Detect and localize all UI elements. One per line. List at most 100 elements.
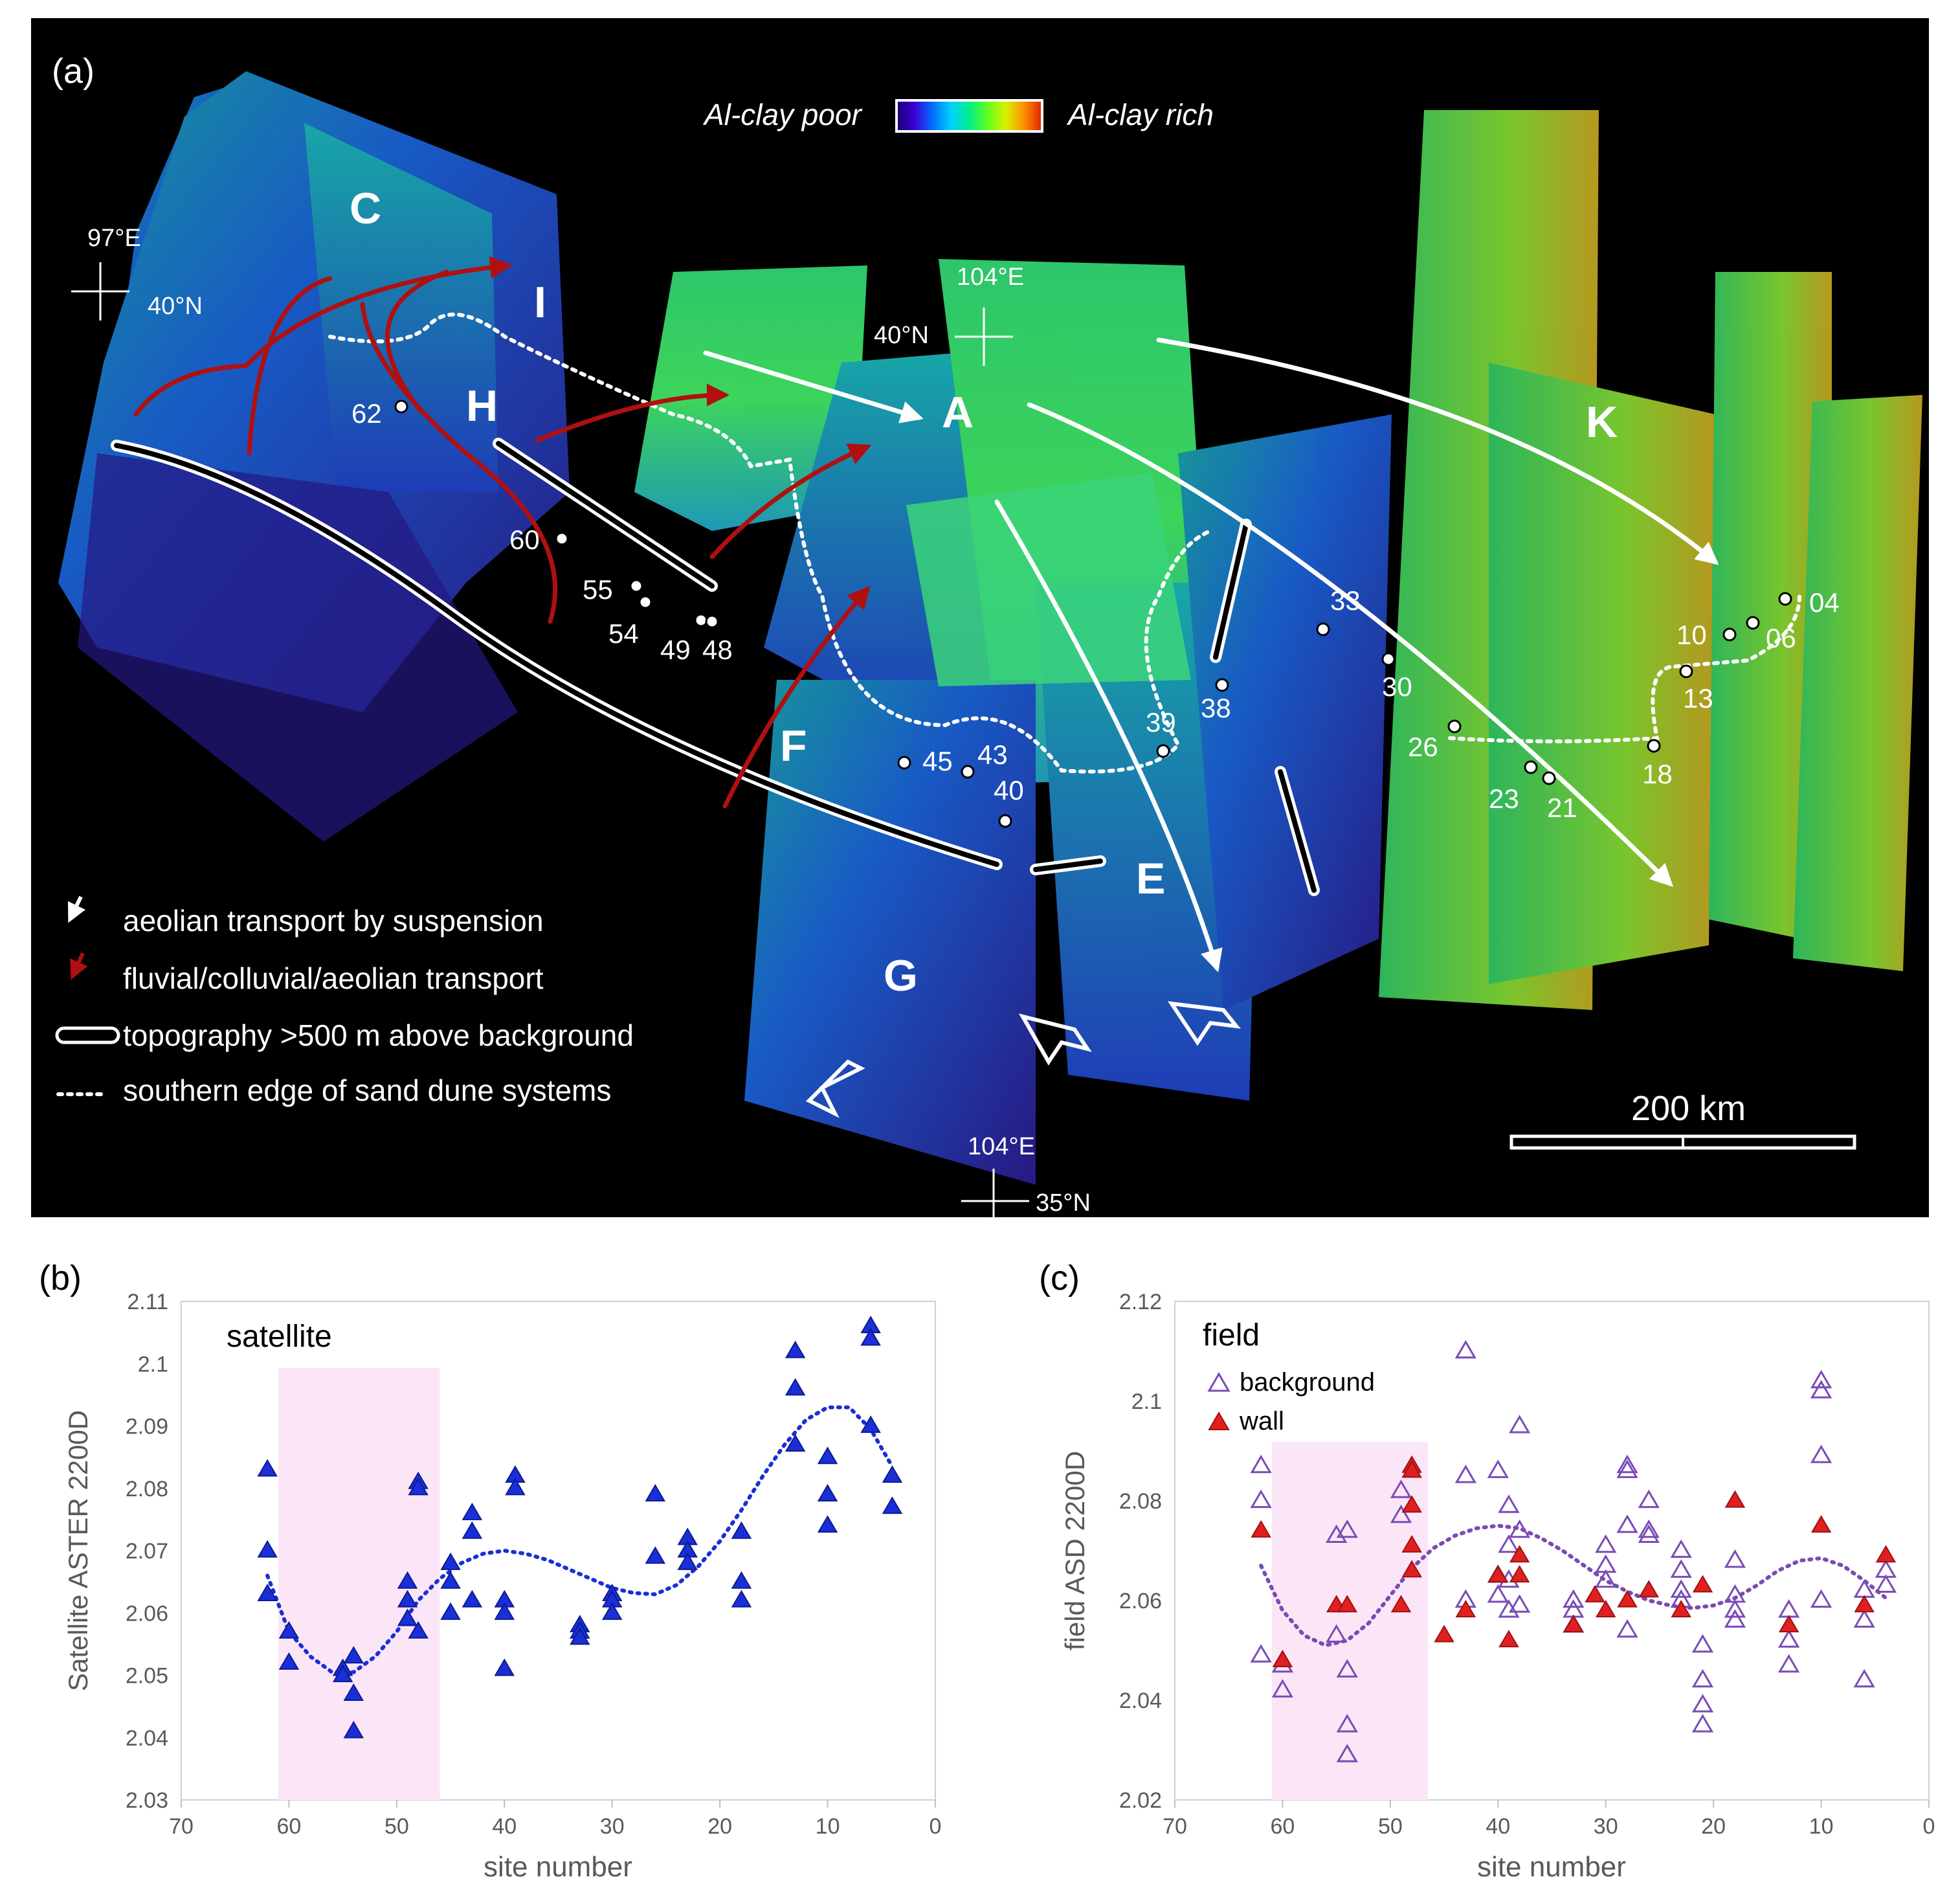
legend-item-wall: wall [1208, 1407, 1284, 1435]
data-point-wall [1509, 1565, 1530, 1583]
site-marker: 39 [1146, 707, 1176, 758]
data-point-background [1498, 1534, 1520, 1553]
data-point-background [1691, 1669, 1714, 1688]
data-point-background [1670, 1579, 1692, 1598]
data-point-satellite [332, 1665, 353, 1683]
region-letter: E [1136, 854, 1165, 903]
svg-text:18: 18 [1642, 759, 1673, 789]
data-point-wall [1509, 1545, 1530, 1563]
scale-bar-label: 200 km [1631, 1089, 1746, 1128]
region-letter: A [942, 388, 974, 437]
chart-b-points [257, 1316, 903, 1738]
x-tick-label: 30 [1594, 1814, 1618, 1839]
svg-text:48: 48 [702, 635, 733, 665]
svg-text:aeolian transport by suspensio: aeolian transport by suspension [123, 904, 544, 938]
data-point-wall [1272, 1650, 1293, 1667]
data-point-background [1724, 1609, 1746, 1628]
legend-item-fluvial: fluvial/colluvial/aeolian transport [70, 952, 544, 995]
svg-text:southern edge of sand dune sys: southern edge of sand dune systems [123, 1073, 611, 1107]
data-point-satellite [494, 1658, 515, 1676]
chart-c-title: field [1203, 1318, 1260, 1353]
y-tick-label: 2.04 [126, 1726, 168, 1751]
site-marker: 06 [1746, 616, 1796, 653]
fluvial-transport-arrows [133, 256, 872, 809]
data-point-wall [1671, 1600, 1691, 1617]
data-point-background [1670, 1539, 1692, 1558]
y-tick-label: 2.03 [126, 1788, 168, 1813]
dune-edges [328, 312, 1801, 774]
data-point-background [1810, 1380, 1832, 1399]
y-tick-label: 2.04 [1119, 1689, 1162, 1713]
data-point-wall [1724, 1490, 1746, 1508]
region-letter: K [1586, 398, 1618, 447]
y-tick-label: 2.08 [126, 1477, 168, 1501]
data-point-satellite [278, 1621, 300, 1639]
data-point-wall [1337, 1595, 1358, 1613]
data-point-satellite [440, 1602, 461, 1620]
x-tick-label: 0 [930, 1814, 942, 1839]
data-point-satellite [817, 1515, 838, 1533]
data-point-satellite [882, 1465, 903, 1483]
y-tick-label: 2.06 [1119, 1589, 1162, 1613]
data-point-satellite [785, 1433, 806, 1452]
svg-text:39: 39 [1146, 707, 1176, 737]
data-point-background [1336, 1714, 1358, 1733]
svg-text:43: 43 [977, 739, 1008, 770]
site-marker: 60 [509, 524, 569, 555]
data-point-background [1250, 1489, 1272, 1509]
data-point-satellite [860, 1328, 881, 1346]
south-lat-label: 35°N [1036, 1189, 1091, 1217]
x-tick-label: 0 [1923, 1814, 1935, 1839]
data-point-satellite [494, 1602, 515, 1620]
data-point-wall [1617, 1590, 1638, 1608]
data-point-satellite [462, 1521, 483, 1539]
y-tick-label: 2.11 [127, 1290, 168, 1314]
region-letter: H [466, 381, 498, 431]
chart-c: (c) field background wall 70 60 50 40 30 20 10… [1039, 1259, 1935, 1883]
data-point-wall [1778, 1615, 1799, 1633]
scale-bar: 200 km [1509, 1089, 1856, 1150]
data-point-background [1810, 1589, 1832, 1608]
chart-b-xlabel: site number [484, 1851, 632, 1883]
data-point-background [1778, 1629, 1800, 1648]
chart-b: (b) satellite 70 60 50 40 30 20 10 0 2.03 2.04 2.0… [39, 1259, 941, 1883]
chart-b-trend [265, 1405, 895, 1674]
x-tick-label: 60 [277, 1814, 302, 1839]
chart-b-ylabel: Satellite ASTER 2200D [63, 1410, 93, 1691]
svg-text:23: 23 [1489, 783, 1519, 814]
data-point-satellite [440, 1552, 461, 1570]
chart-c-ticks: 70 60 50 40 30 20 10 0 2.02 2.04 2.06 2.08 2.1 2.12 [1119, 1290, 1935, 1839]
data-point-background [1724, 1549, 1746, 1568]
data-point-background [1691, 1694, 1714, 1713]
data-point-background [1563, 1589, 1585, 1608]
legend-item-background: background [1207, 1368, 1375, 1397]
coordinate-labels: 97°E 40°N 104°E 40°N 104°E 35°N [87, 225, 1091, 1217]
data-point-wall [1854, 1595, 1875, 1613]
data-point-wall [1401, 1534, 1422, 1553]
svg-text:60: 60 [509, 524, 540, 555]
x-tick-label: 20 [1701, 1814, 1726, 1839]
site-marker: 23 [1489, 760, 1538, 814]
data-point-wall [1401, 1560, 1422, 1578]
svg-text:62: 62 [351, 398, 382, 429]
y-tick-label: 2.02 [1119, 1788, 1162, 1813]
svg-text:30: 30 [1382, 671, 1412, 702]
sample-sites: 62 60 55 54 49 48 45 43 40 39 38 33 30 2… [351, 398, 1840, 828]
region-letters: C I H A K F E G [350, 184, 1618, 1000]
svg-text:topography >500 m above backgr: topography >500 m above background [123, 1018, 634, 1052]
data-point-background [1853, 1669, 1875, 1688]
site-marker: 48 [702, 614, 733, 665]
data-point-background [1487, 1584, 1509, 1603]
svg-text:background: background [1240, 1368, 1375, 1397]
data-point-background [1250, 1644, 1272, 1663]
data-point-wall [1563, 1615, 1584, 1633]
data-point-wall [1434, 1624, 1454, 1643]
data-point-satellite [257, 1583, 278, 1601]
data-point-background [1326, 1524, 1348, 1543]
data-point-background [1508, 1415, 1531, 1433]
data-point-wall [1692, 1575, 1713, 1593]
region-letter: C [350, 184, 381, 233]
wind-arrow-icon [1018, 1013, 1092, 1066]
data-point-satellite [882, 1496, 903, 1514]
data-point-satellite [677, 1552, 698, 1570]
